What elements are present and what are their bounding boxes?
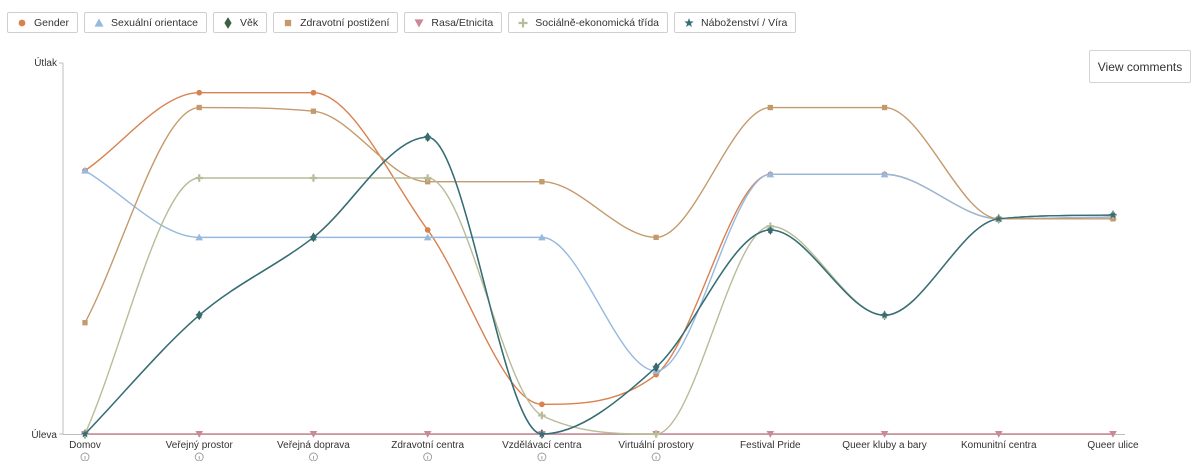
x-tick-label: Domov — [69, 440, 101, 451]
series-1 — [81, 166, 1117, 374]
data-point — [196, 89, 203, 96]
legend-item-5[interactable]: Sociálně-ekonomická třída — [508, 12, 669, 33]
info-icon[interactable] — [194, 452, 204, 461]
data-point — [881, 104, 888, 111]
triangle-down-icon — [414, 18, 424, 27]
x-tick-label: Festival Pride — [740, 440, 801, 451]
series-3 — [82, 104, 1116, 326]
data-point — [653, 234, 659, 241]
data-point — [195, 430, 204, 438]
series-0 — [82, 89, 1116, 408]
legend-label: Gender — [34, 16, 70, 29]
data-point — [423, 174, 432, 182]
legend-item-6[interactable]: Náboženství / Víra — [674, 12, 797, 33]
info-icon[interactable] — [651, 452, 661, 461]
series-line — [84, 177, 1114, 435]
legend-item-1[interactable]: Sexuální orientace — [84, 12, 208, 33]
data-point — [537, 429, 546, 438]
data-point — [539, 179, 545, 185]
x-tick-label: Veřejná doprava — [277, 440, 350, 451]
series-5 — [81, 174, 1117, 438]
data-point — [994, 214, 1003, 223]
data-point — [994, 430, 1003, 438]
series-line — [84, 136, 1114, 435]
series-line — [84, 169, 1114, 372]
y-tick-label-top: Útlak — [34, 56, 58, 69]
legend-label: Rasa/Etnicita — [431, 16, 494, 29]
data-point — [81, 429, 89, 438]
data-point — [539, 401, 545, 408]
data-point — [1109, 430, 1117, 438]
data-point — [423, 430, 432, 438]
data-point — [82, 320, 88, 326]
legend-label: Sexuální orientace — [111, 16, 199, 29]
x-tick-label: Queer kluby a bary — [842, 440, 927, 451]
series-6 — [81, 133, 1117, 438]
legend-label: Sociálně-ekonomická třída — [535, 16, 660, 29]
data-point — [310, 89, 317, 96]
data-point — [309, 174, 318, 182]
data-point — [423, 133, 432, 141]
chart-legend: Gender Sexuální orientace Věk Zdravotní pos… — [7, 12, 797, 33]
data-point — [196, 104, 202, 111]
data-point — [766, 225, 775, 234]
series-line — [84, 106, 1113, 324]
data-point — [424, 227, 431, 233]
legend-item-3[interactable]: Zdravotní postižení — [273, 12, 399, 33]
data-point — [767, 104, 773, 111]
legend-item-0[interactable]: Gender — [7, 12, 79, 33]
data-point — [880, 430, 889, 438]
star-icon — [684, 17, 694, 27]
x-tick-label: Queer ulice — [1087, 440, 1139, 451]
info-icon[interactable] — [423, 452, 433, 461]
data-point — [880, 311, 889, 319]
legend-label: Věk — [240, 16, 259, 29]
data-point — [766, 430, 775, 438]
data-point — [423, 233, 432, 241]
data-point — [195, 233, 204, 241]
square-icon — [284, 19, 292, 26]
x-tick-label: Komunitní centra — [961, 440, 1037, 451]
x-tick-label: Zdravotní centra — [391, 440, 464, 451]
view-comments-button[interactable]: View comments — [1089, 50, 1191, 83]
data-point — [538, 233, 546, 241]
diamond-icon — [224, 16, 232, 29]
data-point — [538, 411, 546, 420]
data-point — [652, 363, 661, 371]
data-point — [880, 170, 889, 178]
triangle-icon — [94, 18, 104, 27]
plus-icon — [518, 18, 528, 27]
data-point — [195, 174, 204, 182]
info-icon[interactable] — [80, 452, 90, 461]
y-tick-label-bottom: Úleva — [31, 428, 57, 441]
legend-item-4[interactable]: Rasa/Etnicita — [404, 12, 503, 33]
legend-label: Zdravotní postižení — [300, 16, 390, 29]
x-tick-label: Veřejný prostor — [166, 440, 234, 451]
x-tick-label: Vzdělávací centra — [502, 440, 582, 451]
data-point — [309, 233, 318, 241]
data-point — [310, 108, 317, 114]
info-icon[interactable] — [308, 452, 318, 461]
legend-label: Náboženství / Víra — [701, 16, 788, 29]
legend-item-2[interactable]: Věk — [213, 12, 268, 33]
data-point — [652, 430, 660, 438]
info-icon[interactable] — [537, 452, 547, 461]
data-point — [766, 170, 775, 178]
data-point — [195, 311, 204, 319]
x-tick-label: Virtuální prostory — [618, 440, 693, 451]
data-point — [81, 166, 89, 174]
data-point — [309, 430, 318, 438]
data-point — [1109, 210, 1117, 219]
circle-icon — [18, 19, 26, 26]
